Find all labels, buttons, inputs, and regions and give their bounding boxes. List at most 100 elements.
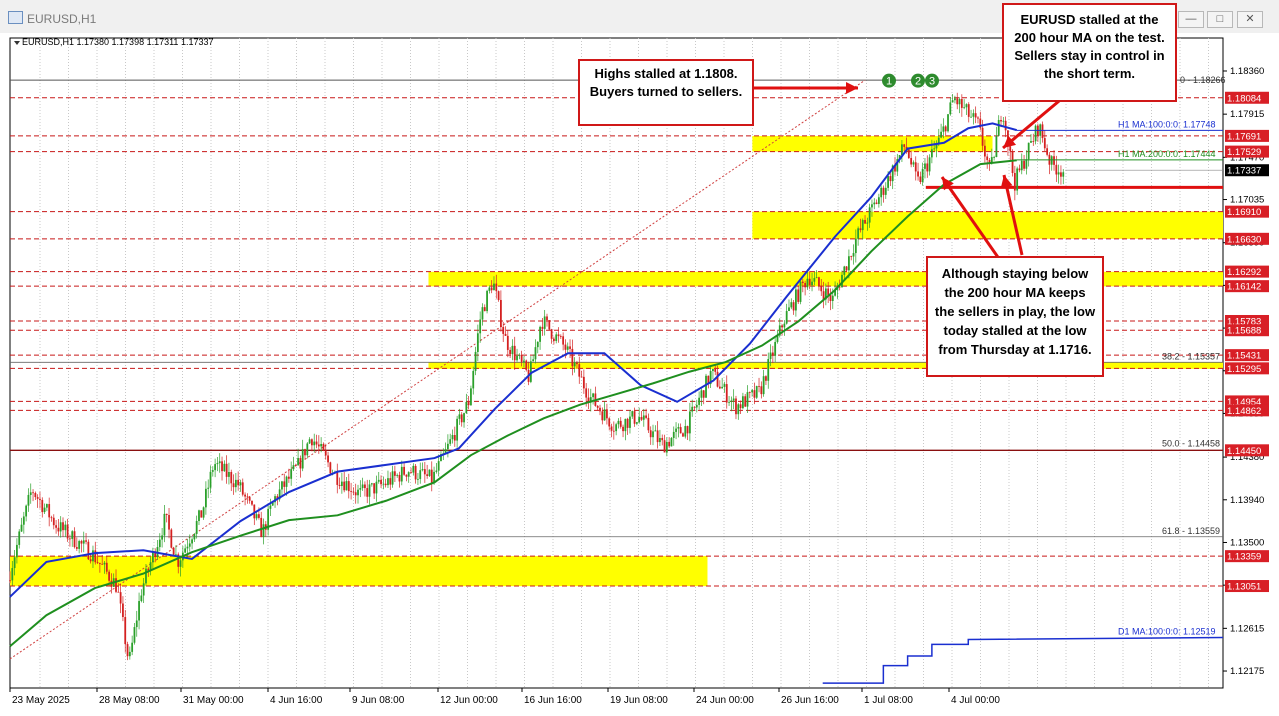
candle-body-375 [873,202,876,205]
candle-body-146 [345,481,348,491]
candle-body-136 [322,443,325,451]
candle-body-194 [456,418,459,441]
candle-body-385 [896,159,899,172]
candle-body-365 [850,256,853,258]
candle-body-71 [172,547,175,555]
candle-body-390 [907,149,910,159]
minimize-button[interactable]: — [1178,11,1204,28]
candle-body-437 [1016,168,1019,191]
candle-body-282 [659,437,661,443]
candle-body-27 [71,531,74,539]
candle-body-95 [228,472,230,477]
candle-body-273 [638,417,641,423]
x-tick-label-1: 28 May 08:00 [99,695,160,706]
close-button[interactable]: ✕ [1237,11,1263,28]
candle-body-260 [608,418,611,427]
candle-body-149 [352,491,355,493]
candle-body-159 [375,481,378,494]
candle-body-269 [629,416,631,428]
candle-body-70 [170,529,173,548]
candle-body-316 [737,404,740,415]
level-tag-6: 1.16142 [1227,282,1261,293]
candle-body-334 [778,325,781,336]
candle-body-157 [370,483,373,485]
candle-body-243 [569,346,571,349]
level-tag-4: 1.16630 [1227,234,1261,245]
candle-body-96 [230,472,233,484]
marker-1-label: 1 [886,76,892,88]
candle-body-312 [728,401,730,403]
candle-body-41 [103,562,106,565]
candle-body-372 [866,222,869,224]
candle-body-264 [617,420,620,425]
candle-body-130 [308,439,311,444]
candle-body-186 [437,461,440,471]
candle-body-291 [679,427,682,434]
marker-3-circle [925,73,939,88]
candle-body-91 [218,461,221,464]
candle-body-438 [1018,168,1021,171]
candle-body-245 [573,362,576,367]
x-tick-label-11: 4 Jul 00:00 [951,695,1000,706]
candle-body-427 [993,157,996,158]
candle-body-110 [262,524,265,538]
zone-4 [752,135,993,152]
candle-body-386 [898,154,901,160]
price-chart[interactable]: 1.183601.179151.174701.170351.165901.161… [0,3,1279,716]
candle-body-227 [532,359,535,362]
candle-body-177 [417,478,419,480]
candle-body-422 [981,127,984,146]
candle-body-271 [633,411,636,424]
candle-body-398 [926,163,929,172]
candle-body-413 [960,99,963,108]
candle-body-155 [366,488,369,497]
candle-body-126 [299,458,302,469]
y-tick-label-10: 1.13940 [1230,495,1264,506]
candle-body-94 [225,463,228,477]
candle-body-289 [675,428,677,432]
candle-body-204 [479,319,482,334]
level-tag-bg-12 [1225,404,1269,417]
maximize-button[interactable]: □ [1207,11,1233,28]
candle-body-139 [329,462,332,474]
candle-body-92 [221,461,223,472]
candle-body-202 [474,351,477,371]
level-tag-bg-9 [1225,349,1269,362]
candle-body-412 [958,99,961,105]
candle-body-128 [304,449,306,456]
candle-body-452 [1050,156,1053,165]
candle-body-301 [702,390,705,398]
candle-body-411 [956,98,959,105]
candle-body-303 [707,375,710,385]
candle-body-125 [297,458,299,466]
candle-body-313 [730,400,733,402]
candle-body-353 [822,291,825,300]
candle-body-442 [1027,142,1030,160]
candle-body-52 [128,651,131,657]
x-tick-label-6: 16 Jun 16:00 [524,695,582,706]
level-tag-bg-1 [1225,129,1269,142]
candle-body-348 [811,281,813,286]
candle-body-192 [451,435,454,440]
candle-body-454 [1055,164,1058,175]
candle-body-208 [488,287,491,291]
candle-body-216 [506,335,509,350]
candle-body-305 [712,368,714,372]
candle-body-358 [834,289,836,296]
candle-body-368 [857,228,860,239]
candle-body-318 [741,396,744,409]
candle-body-4 [18,531,21,545]
candle-body-108 [258,514,260,518]
candle-body-20 [55,525,57,528]
candle-body-153 [361,484,364,489]
candle-body-62 [151,551,154,563]
candle-body-12 [36,497,39,499]
candle-body-179 [421,469,424,471]
label-fib-618: 61.8 - 1.13559 [1162,526,1220,536]
candle-body-187 [440,454,442,462]
candle-body-61 [149,562,152,571]
candle-body-114 [271,502,274,506]
level-tag-15: 1.13051 [1227,582,1261,593]
candle-body-300 [700,390,703,398]
